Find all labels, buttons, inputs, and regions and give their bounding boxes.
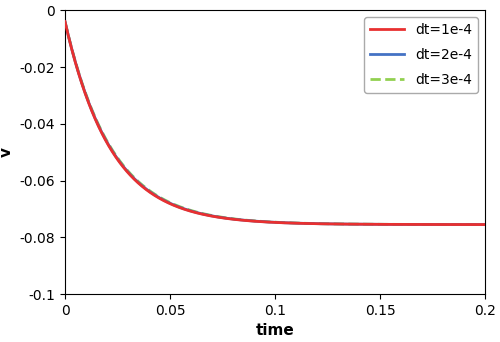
Line: dt=2e-4: dt=2e-4 (65, 22, 485, 225)
dt=1e-4 (266, 220, 272, 224)
dt=1e-4 (482, 223, 488, 227)
dt=1e-4 (470, 223, 476, 227)
Line: dt=1e-4: dt=1e-4 (65, 22, 485, 225)
dt=3e-4 (255, 219, 261, 223)
dt=3e-4 (470, 223, 476, 227)
X-axis label: time: time (256, 324, 294, 338)
dt=1e-4 (62, 19, 68, 24)
dt=2e-4 (62, 19, 68, 24)
dt=3e-4 (62, 19, 68, 24)
dt=3e-4 (266, 220, 272, 224)
dt=1e-4 (470, 223, 476, 227)
Y-axis label: v: v (0, 147, 14, 157)
dt=2e-4 (392, 222, 398, 226)
dt=1e-4 (255, 220, 261, 224)
dt=1e-4 (392, 222, 398, 226)
dt=2e-4 (84, 94, 89, 98)
Legend: dt=1e-4, dt=2e-4, dt=3e-4: dt=1e-4, dt=2e-4, dt=3e-4 (364, 17, 478, 93)
dt=3e-4 (84, 94, 89, 98)
dt=2e-4 (266, 220, 272, 224)
dt=3e-4 (392, 222, 398, 226)
dt=2e-4 (482, 223, 488, 227)
dt=2e-4 (470, 223, 476, 227)
dt=1e-4 (84, 95, 89, 99)
dt=2e-4 (470, 223, 476, 227)
Line: dt=3e-4: dt=3e-4 (65, 22, 485, 225)
dt=3e-4 (482, 223, 488, 227)
dt=2e-4 (255, 219, 261, 223)
dt=3e-4 (470, 223, 476, 227)
